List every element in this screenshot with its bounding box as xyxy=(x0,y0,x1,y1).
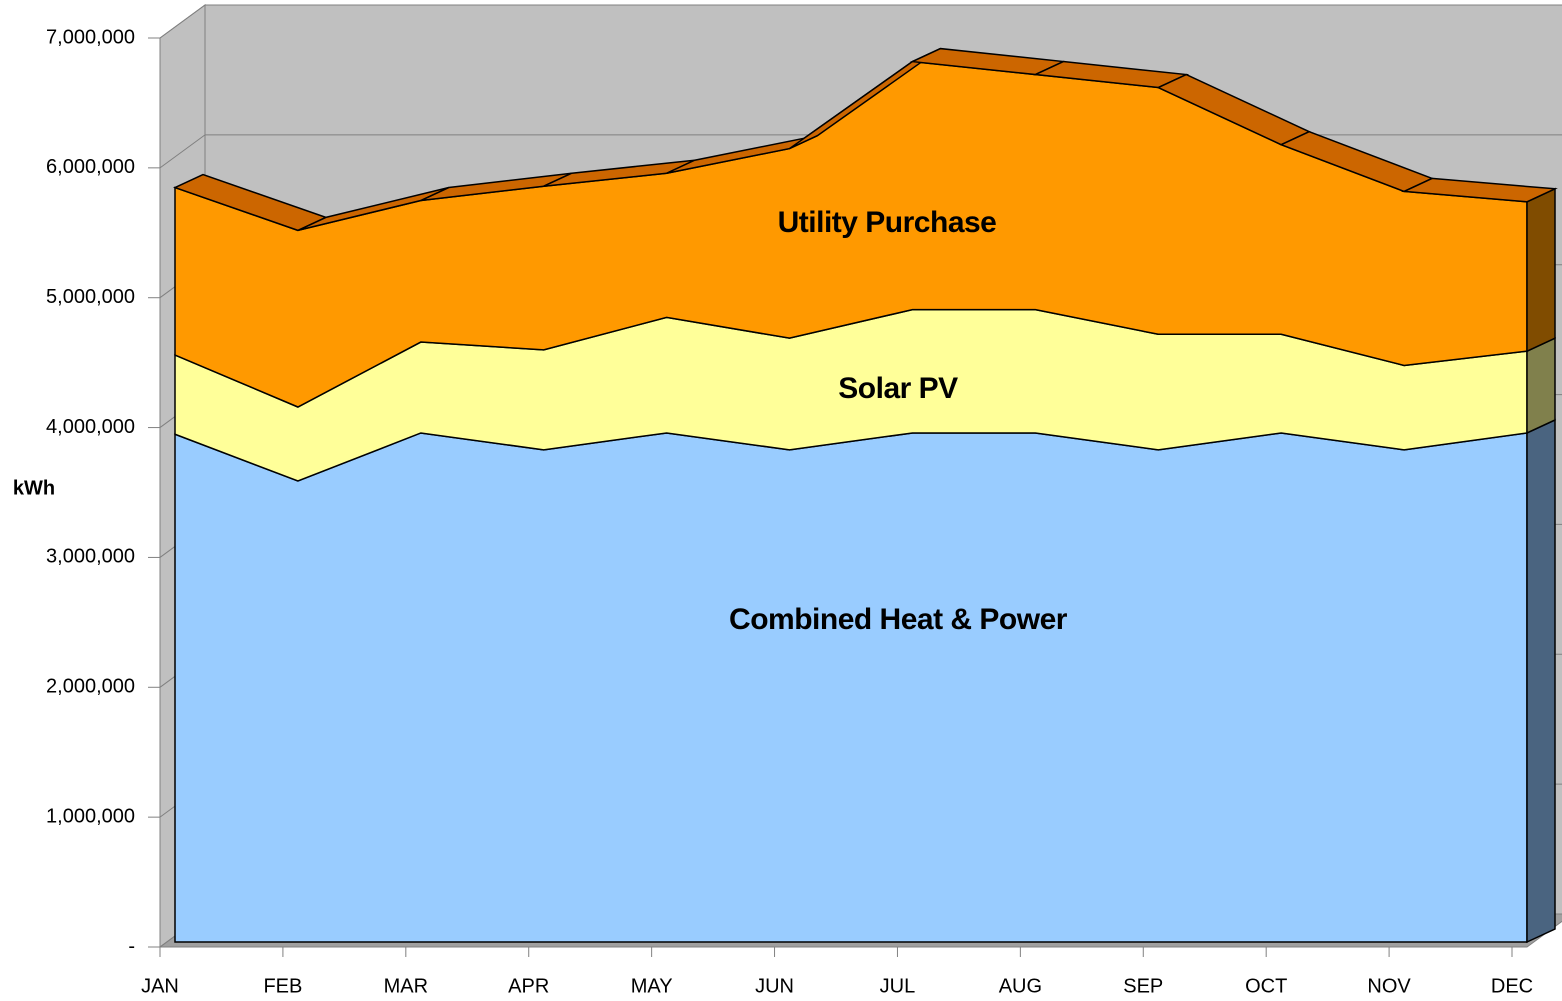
x-tick-label: MAY xyxy=(631,975,673,997)
x-tick-label: SEP xyxy=(1123,975,1163,997)
x-tick-label: NOV xyxy=(1367,975,1411,997)
series-label: Combined Heat & Power xyxy=(729,603,1068,636)
series-label: Utility Purchase xyxy=(778,206,997,239)
y-tick-label: - xyxy=(128,935,135,957)
grid-line xyxy=(159,4,206,39)
y-tick-label: 7,000,000 xyxy=(46,26,135,48)
x-tick-label: MAR xyxy=(384,975,428,997)
area-top xyxy=(1401,177,1558,203)
x-tick-label: JAN xyxy=(141,975,179,997)
series-label: Solar PV xyxy=(838,372,958,405)
area-side xyxy=(1526,187,1556,353)
y-tick-label: 3,000,000 xyxy=(46,546,135,568)
area-side xyxy=(1526,336,1556,435)
x-tick-label: DEC xyxy=(1491,975,1533,997)
y-tick-label: 5,000,000 xyxy=(46,286,135,308)
y-tick-label: 4,000,000 xyxy=(46,416,135,438)
x-tick-label: FEB xyxy=(263,975,302,997)
x-tick-label: OCT xyxy=(1245,975,1287,997)
y-axis-label: kWh xyxy=(13,477,55,499)
grid-line xyxy=(159,134,206,169)
y-tick-label: 1,000,000 xyxy=(46,805,135,827)
area xyxy=(174,432,1528,943)
x-tick-label: JUN xyxy=(755,975,794,997)
y-tick-label: 2,000,000 xyxy=(46,676,135,698)
y-tick-label: 6,000,000 xyxy=(46,156,135,178)
x-tick-label: APR xyxy=(508,975,549,997)
area-side xyxy=(1526,418,1556,944)
x-tick-label: AUG xyxy=(999,975,1042,997)
x-tick-label: JUL xyxy=(880,975,916,997)
